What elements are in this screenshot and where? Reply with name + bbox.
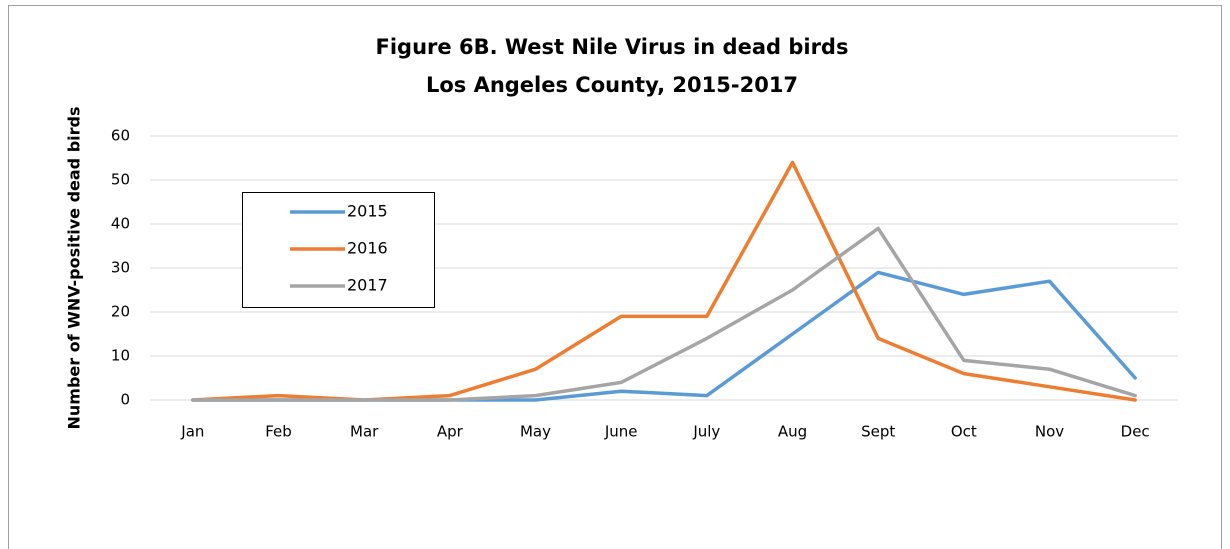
y-tick-label: 40 (111, 215, 130, 233)
x-tick-label: Dec (1121, 423, 1150, 441)
x-tick-label: Feb (265, 423, 292, 441)
chart-title: Figure 6B. West Nile Virus in dead birds (376, 35, 849, 59)
x-tick-label: Apr (437, 423, 464, 441)
x-tick-label: Sept (861, 423, 895, 441)
x-tick-label: Aug (778, 423, 807, 441)
y-axis-label: Number of WNV-positive dead birds (65, 106, 84, 429)
y-tick-label: 20 (111, 303, 130, 321)
legend-label: 2016 (347, 239, 388, 258)
x-tick-label: Mar (350, 423, 379, 441)
legend-label: 2017 (347, 276, 388, 295)
y-tick-label: 0 (120, 391, 130, 409)
y-tick-label: 30 (111, 259, 130, 277)
y-tick-label: 50 (111, 171, 130, 189)
x-tick-label: Nov (1035, 423, 1064, 441)
y-tick-label: 60 (111, 127, 130, 145)
data-line (191, 226, 1137, 402)
y-tick-label: 10 (111, 347, 130, 365)
x-tick-label: Jan (180, 423, 204, 441)
x-tick-label: June (604, 423, 638, 441)
chart-subtitle: Los Angeles County, 2015-2017 (426, 73, 798, 97)
x-tick-label: May (520, 423, 551, 441)
legend-label: 2015 (347, 202, 388, 221)
x-tick-label: July (692, 423, 720, 441)
x-tick-label: Oct (951, 423, 977, 441)
chart-border (8, 5, 1222, 549)
